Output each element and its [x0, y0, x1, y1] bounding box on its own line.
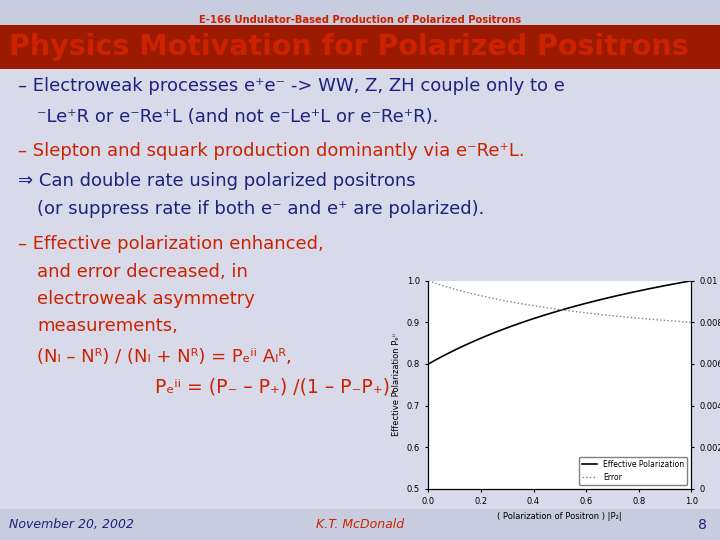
Y-axis label: Effective Polarization Pₑⁱⁱ: Effective Polarization Pₑⁱⁱ — [392, 333, 401, 436]
Text: and error decreased, in: and error decreased, in — [37, 263, 248, 281]
Text: K.T. McDonald: K.T. McDonald — [316, 518, 404, 531]
Text: ⇒ Can double rate using polarized positrons: ⇒ Can double rate using polarized positr… — [18, 172, 415, 190]
Error — [615, 313, 624, 320]
Text: Pₑⁱⁱ = (P₋ – P₊) /(1 – P₋P₊).: Pₑⁱⁱ = (P₋ – P₊) /(1 – P₋P₊). — [155, 377, 396, 396]
Effective Polarization — [687, 278, 696, 284]
Error — [424, 278, 433, 284]
Effective Polarization — [615, 292, 624, 299]
Line: Effective Polarization: Effective Polarization — [428, 281, 691, 364]
Text: E-166 Undulator-Based Production of Polarized Positrons: E-166 Undulator-Based Production of Pola… — [199, 15, 521, 25]
Text: (or suppress rate if both e⁻ and e⁺ are polarized).: (or suppress rate if both e⁻ and e⁺ are … — [37, 200, 485, 218]
Effective Polarization — [590, 298, 598, 305]
Effective Polarization — [456, 345, 464, 351]
Line: Error: Error — [428, 281, 691, 322]
Bar — [0, 25, 720, 69]
Error — [528, 302, 537, 309]
Text: Physics Motivation for Polarized Positrons: Physics Motivation for Polarized Positro… — [9, 33, 688, 61]
Text: 8: 8 — [698, 518, 707, 532]
Effective Polarization — [613, 292, 622, 299]
Error — [510, 299, 518, 306]
Text: November 20, 2002: November 20, 2002 — [9, 518, 134, 531]
X-axis label: ( Polarization of Positron ) |P₂|: ( Polarization of Positron ) |P₂| — [498, 511, 622, 521]
Text: electroweak asymmetry: electroweak asymmetry — [37, 289, 256, 308]
Effective Polarization — [424, 361, 433, 367]
Effective Polarization — [528, 316, 537, 322]
Error — [687, 319, 696, 326]
Text: (Nₗ – Nᴿ) / (Nₗ + Nᴿ) = Pₑⁱⁱ Aₗᴿ,: (Nₗ – Nᴿ) / (Nₗ + Nᴿ) = Pₑⁱⁱ Aₗᴿ, — [37, 348, 292, 367]
Effective Polarization — [510, 322, 518, 328]
Bar — [0, 69, 720, 509]
Error — [456, 287, 464, 294]
Text: ⁻Le⁺R or e⁻Re⁺L (and not e⁻Le⁺L or e⁻Re⁺R).: ⁻Le⁺R or e⁻Re⁺L (and not e⁻Le⁺L or e⁻Re⁺… — [37, 107, 438, 125]
Error — [613, 313, 622, 320]
Text: – Effective polarization enhanced,: – Effective polarization enhanced, — [18, 235, 324, 253]
Legend: Effective Polarization, Error: Effective Polarization, Error — [579, 457, 688, 485]
Error — [590, 310, 598, 317]
Text: – Electroweak processes e⁺e⁻ -> WW, Z, ZH couple only to e: – Electroweak processes e⁺e⁻ -> WW, Z, Z… — [18, 77, 565, 96]
Text: measurements,: measurements, — [37, 317, 179, 335]
Text: – Slepton and squark production dominantly via e⁻Re⁺L.: – Slepton and squark production dominant… — [18, 141, 525, 160]
